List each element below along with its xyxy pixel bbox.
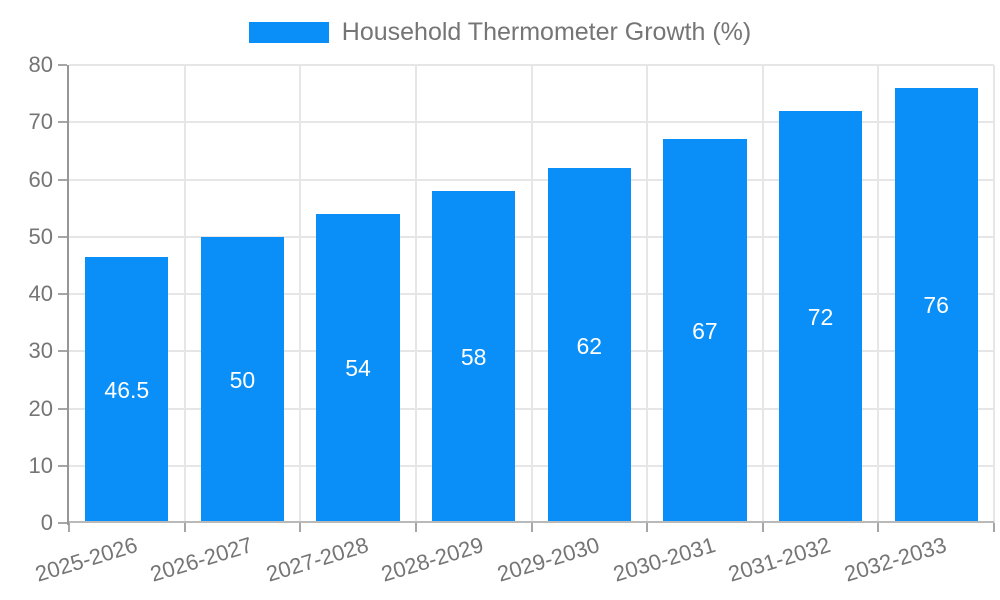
x-tick-label: 2032-2033: [841, 532, 950, 587]
bar[interactable]: [316, 213, 400, 523]
y-tick-label: 0: [40, 510, 53, 535]
y-tick-label: 40: [28, 281, 53, 306]
x-tick-label: 2031-2032: [725, 532, 834, 587]
x-tick-label: 2027-2028: [263, 532, 372, 587]
y-tick-mark: [58, 178, 67, 181]
y-tick-mark: [58, 235, 67, 238]
gridline-vertical: [993, 65, 995, 523]
x-tick-mark: [414, 523, 417, 532]
y-tick-label: 20: [28, 395, 53, 421]
x-tick-mark: [877, 523, 880, 532]
y-tick-mark: [58, 293, 67, 295]
y-tick-label: 80: [28, 52, 53, 77]
gridline-vertical: [761, 65, 764, 523]
y-tick-label: 50: [28, 223, 53, 249]
y-tick-mark: [58, 350, 67, 353]
x-tick-mark: [530, 523, 533, 532]
y-tick-label: 60: [28, 166, 53, 192]
y-axis-line: [67, 65, 69, 525]
gridline-vertical: [530, 65, 533, 523]
bar[interactable]: [778, 110, 863, 523]
y-tick-mark: [58, 64, 67, 66]
bar[interactable]: [663, 139, 747, 523]
y-tick-mark: [58, 407, 67, 410]
x-tick-mark: [761, 523, 764, 532]
gridline-vertical: [646, 65, 649, 523]
bar[interactable]: [894, 87, 978, 523]
legend-label: Household Thermometer Growth (%): [341, 18, 752, 46]
y-tick-label: 70: [28, 109, 53, 135]
gridline-vertical: [414, 65, 417, 523]
y-tick-label: 30: [28, 338, 53, 364]
x-tick-label: 2028-2029: [378, 532, 487, 587]
x-tick-mark: [993, 523, 995, 532]
x-tick-label: 2025-2026: [31, 532, 140, 587]
x-tick-mark: [183, 523, 186, 532]
gridline-vertical: [877, 65, 880, 523]
bar[interactable]: [432, 190, 516, 523]
x-tick-mark: [299, 523, 302, 532]
y-tick-mark: [58, 464, 67, 467]
bar[interactable]: [200, 236, 285, 523]
gridline-vertical: [183, 65, 186, 523]
x-tick-label: 2029-2030: [494, 532, 603, 587]
y-tick-mark: [58, 522, 67, 524]
x-tick-label: 2030-2031: [610, 532, 718, 587]
y-tick-label: 10: [28, 452, 53, 478]
bar[interactable]: [547, 168, 631, 523]
x-tick-mark: [646, 523, 649, 532]
gridline-vertical: [299, 65, 302, 523]
x-tick-mark: [68, 523, 70, 532]
bar[interactable]: [85, 256, 169, 523]
legend-item[interactable]: Household Thermometer Growth (%): [0, 18, 1000, 46]
legend-swatch: [248, 21, 329, 43]
y-tick-mark: [58, 121, 67, 124]
x-axis-line: [69, 521, 994, 523]
x-tick-label: 2026-2027: [147, 532, 256, 587]
